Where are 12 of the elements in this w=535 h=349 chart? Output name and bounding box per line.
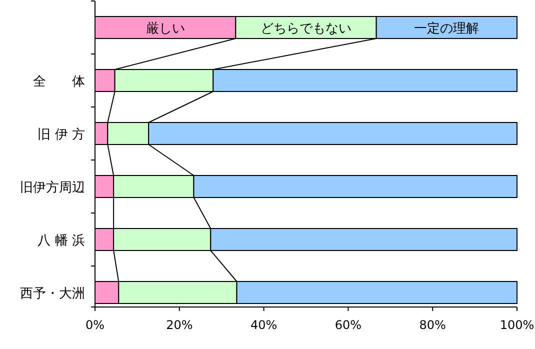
x-tick-label: 60% [334,318,362,332]
x-tick-label: 100% [500,318,534,332]
x-tick-label: 40% [250,318,278,332]
y-tick-label: 西予・大洲 [20,286,85,302]
y-tick-label: 旧 伊 方 [38,126,85,142]
x-tick-label: 20% [166,318,193,332]
legend: 厳しい どちらでもない 一定の理解 [94,16,518,39]
x-tick-label: 80% [419,318,446,332]
y-tick-label: 全 体 [33,74,85,90]
y-tick-label: 旧伊方周辺 [20,180,85,196]
x-tick-label: 0% [85,318,105,332]
y-tick-label: 八 幡 浜 [38,234,85,248]
